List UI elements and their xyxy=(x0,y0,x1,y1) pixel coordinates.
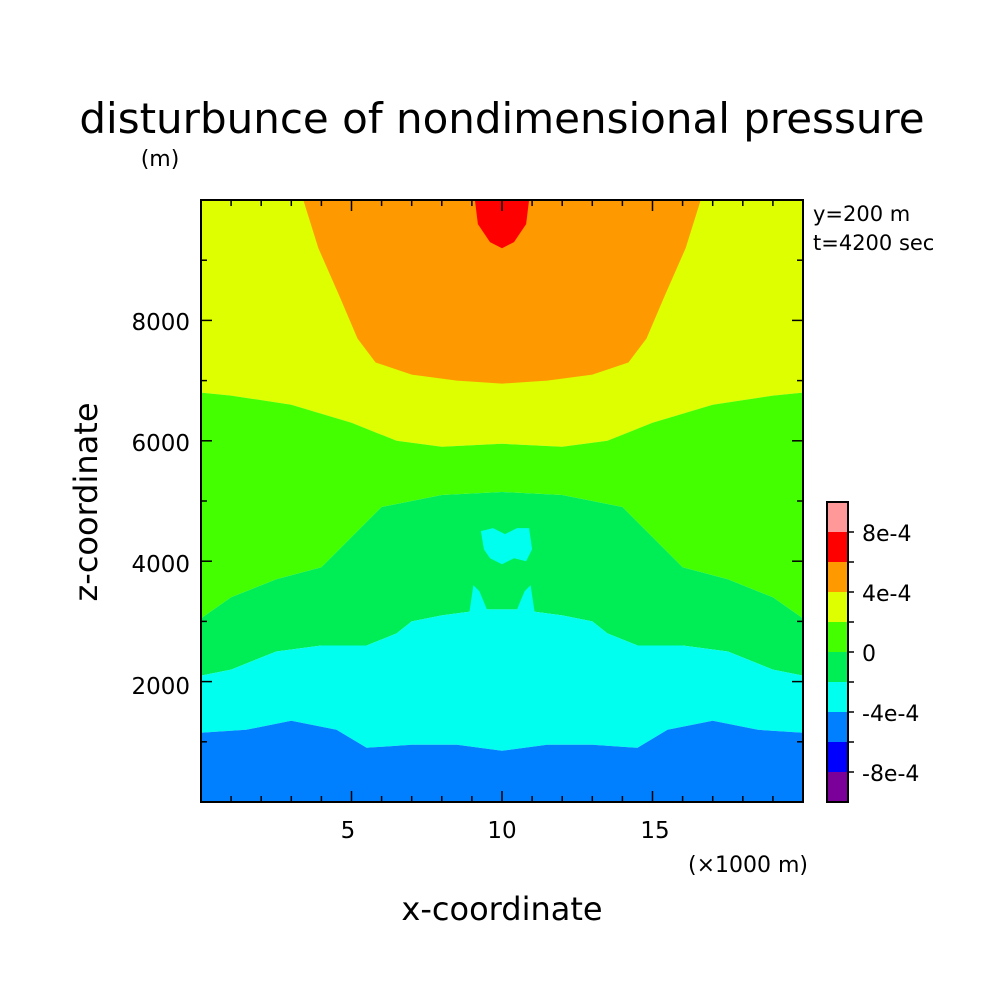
colorbar-swatch-2 xyxy=(827,712,848,742)
colorbar-label-minus-8e-4: -8e-4 xyxy=(862,762,919,787)
colorbar-label-8e-4: 8e-4 xyxy=(862,522,911,547)
colorbar-ticks xyxy=(848,531,854,773)
colorbar-swatch-3 xyxy=(827,682,848,712)
annotation-time: t=4200 sec xyxy=(813,231,934,255)
x-tick-label-10: 10 xyxy=(487,818,516,844)
x-tick-labels: 5 10 15 xyxy=(341,818,670,844)
contour-band-8 xyxy=(517,585,536,616)
chart-title: disturbunce of nondimensional pressure xyxy=(79,94,924,143)
contour-band-7 xyxy=(468,585,487,616)
y-tick-label-4000: 4000 xyxy=(131,552,190,578)
x-tick-label-5: 5 xyxy=(341,818,356,844)
y-tick-label-8000: 8000 xyxy=(131,310,190,336)
axis-ticks xyxy=(201,200,803,802)
y-tick-labels: 2000 4000 6000 8000 xyxy=(131,310,190,700)
colorbar-swatch-9 xyxy=(827,502,848,532)
y-tick-label-2000: 2000 xyxy=(131,674,190,700)
contour-band-5 xyxy=(201,609,803,751)
colorbar-swatch-0 xyxy=(827,772,848,802)
y-tick-label-6000: 6000 xyxy=(131,431,190,457)
x-unit-label: (×1000 m) xyxy=(688,853,808,878)
contour-bands xyxy=(201,200,803,802)
contour-band-9 xyxy=(201,720,803,802)
colorbar-label-0: 0 xyxy=(862,642,876,667)
y-axis-title: z-coordinate xyxy=(67,402,105,601)
x-axis-title: x-coordinate xyxy=(401,890,602,928)
contour-band-4 xyxy=(201,492,803,676)
annotation-y-position: y=200 m xyxy=(813,202,910,226)
colorbar-swatch-7 xyxy=(827,562,848,592)
contour-band-2 xyxy=(474,200,530,249)
colorbar-label-minus-4e-4: -4e-4 xyxy=(862,702,919,727)
colorbar-swatch-8 xyxy=(827,532,848,562)
contour-band-6 xyxy=(480,528,533,565)
contour-band-1 xyxy=(303,200,701,384)
colorbar-swatch-5 xyxy=(827,622,848,652)
y-unit-label: (m) xyxy=(141,147,180,172)
x-tick-label-15: 15 xyxy=(640,818,669,844)
contour-plot-area xyxy=(200,199,804,803)
colorbar-swatch-6 xyxy=(827,592,848,622)
colorbar-bands xyxy=(827,502,848,802)
contour-band-3 xyxy=(201,392,803,619)
colorbar-label-4e-4: 4e-4 xyxy=(862,582,911,607)
colorbar-swatch-1 xyxy=(827,742,848,772)
colorbar: 8e-4 4e-4 0 -4e-4 -8e-4 xyxy=(826,501,919,803)
colorbar-swatch-4 xyxy=(827,652,848,682)
